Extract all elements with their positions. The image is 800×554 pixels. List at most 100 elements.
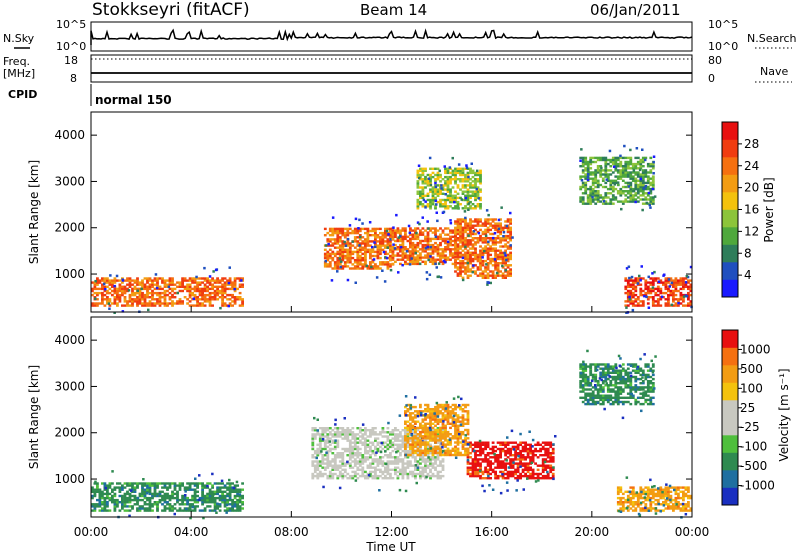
velocity-cell <box>316 429 319 432</box>
power-cell <box>176 300 179 303</box>
power-cell <box>494 224 497 227</box>
power-cell <box>461 243 465 246</box>
power-cell <box>333 229 337 233</box>
velocity-cell <box>233 490 237 493</box>
power-cell <box>479 196 482 200</box>
velocity-cell <box>469 445 472 449</box>
power-cell <box>228 266 231 269</box>
velocity-cell <box>536 468 540 471</box>
velocity-cell <box>386 435 390 438</box>
power-cell <box>486 247 490 250</box>
power-cell <box>629 300 633 303</box>
velocity-cell <box>163 496 167 500</box>
velocity-cell <box>546 477 550 480</box>
power-cell <box>228 283 232 286</box>
power-cell <box>629 181 633 185</box>
power-cell <box>471 239 475 242</box>
velocity-cell <box>366 439 370 442</box>
power-cell <box>499 245 502 248</box>
power-cell <box>474 264 477 267</box>
velocity-cell <box>531 456 535 459</box>
power-cell <box>326 231 330 235</box>
velocity-cell <box>145 492 149 495</box>
power-cell <box>589 162 593 166</box>
power-cell <box>188 279 192 282</box>
power-cell <box>667 302 670 305</box>
power-cell <box>586 200 590 203</box>
power-cell <box>464 241 467 244</box>
power-cell <box>387 233 390 236</box>
power-cell <box>153 287 157 291</box>
power-cell <box>333 227 337 231</box>
velocity-cell <box>404 447 407 450</box>
power-cell <box>419 200 422 204</box>
power-cell <box>596 200 600 203</box>
power-cell <box>439 258 442 261</box>
velocity-cell <box>381 472 385 476</box>
power-cell <box>389 248 392 251</box>
power-cell <box>466 257 470 261</box>
velocity-cell <box>351 452 355 455</box>
power-cell <box>479 245 482 248</box>
velocity-cell <box>241 503 244 506</box>
velocity-cell <box>96 486 99 489</box>
power-cell <box>434 248 437 251</box>
velocity-cell <box>411 441 415 444</box>
power-cell <box>161 277 164 280</box>
power-cell <box>426 254 430 257</box>
power-cell <box>481 239 485 242</box>
velocity-cell <box>416 462 420 465</box>
power-cell <box>454 231 457 234</box>
power-cell <box>454 194 457 197</box>
velocity-cell <box>431 462 435 465</box>
velocity-cell <box>216 496 219 500</box>
velocity-heatmap <box>91 349 693 520</box>
power-cell <box>141 293 144 297</box>
power-cell <box>233 281 237 284</box>
velocity-cell <box>336 464 340 467</box>
velocity-cell <box>416 453 420 457</box>
velocity-cell <box>136 501 139 504</box>
velocity-cell <box>318 433 322 436</box>
velocity-cell <box>406 414 410 417</box>
power-cell <box>216 293 219 297</box>
power-cell <box>589 194 593 197</box>
power-cell <box>126 279 129 282</box>
velocity-cell <box>183 488 187 491</box>
power-cell <box>604 181 608 185</box>
velocity-cell <box>348 429 352 432</box>
power-cell <box>656 285 660 288</box>
velocity-cell <box>496 474 500 478</box>
power-cell <box>421 188 425 191</box>
power-cell <box>611 162 615 166</box>
power-cell <box>161 281 164 284</box>
power-cell <box>221 291 224 295</box>
power-cell <box>669 289 673 293</box>
power-cell <box>136 279 139 282</box>
power-cell <box>233 277 237 280</box>
power-cell <box>634 285 638 288</box>
power-cell <box>401 241 405 245</box>
velocity-cell <box>429 470 432 474</box>
power-cell <box>441 229 445 232</box>
power-cell <box>178 300 182 303</box>
velocity-cell <box>338 460 342 463</box>
power-cell <box>501 245 505 248</box>
power-cell <box>126 277 129 280</box>
power-cell <box>91 289 94 293</box>
power-cell <box>606 162 610 166</box>
power-cell <box>156 298 159 301</box>
velocity-cell <box>499 452 502 455</box>
velocity-cell <box>233 488 237 491</box>
power-cell <box>151 279 154 282</box>
velocity-cell <box>401 462 405 465</box>
velocity-cell <box>496 458 500 461</box>
velocity-cell <box>156 507 159 510</box>
velocity-cell <box>374 468 377 471</box>
velocity-cell <box>416 429 420 432</box>
power-cell <box>596 156 600 160</box>
velocity-cell <box>524 447 527 451</box>
power-cell <box>584 156 588 160</box>
power-cell <box>446 248 450 251</box>
power-cell <box>341 259 345 262</box>
